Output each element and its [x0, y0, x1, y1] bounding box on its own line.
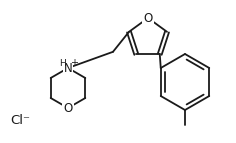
Text: O: O: [143, 11, 153, 24]
Text: N: N: [64, 61, 72, 75]
Text: O: O: [63, 102, 73, 115]
Text: +: +: [70, 58, 78, 68]
Text: Cl⁻: Cl⁻: [10, 114, 30, 127]
Text: H: H: [59, 58, 65, 67]
